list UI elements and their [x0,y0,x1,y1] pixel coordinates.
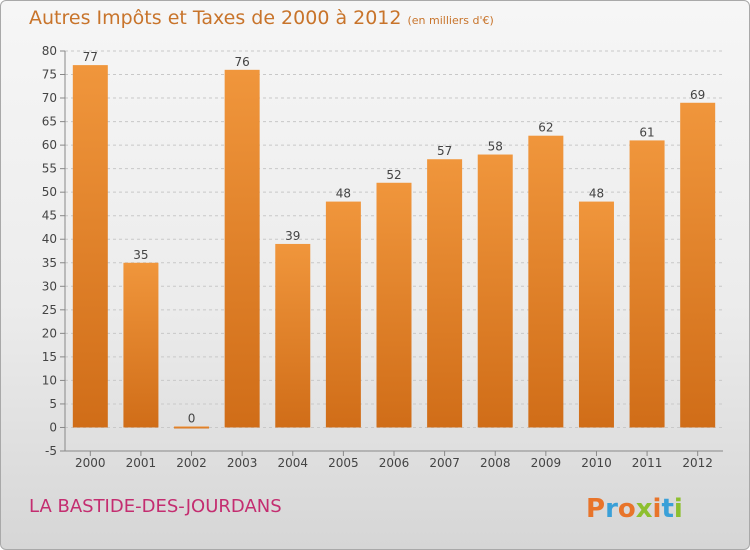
logo-letter: i [653,494,662,523]
chart-title-text: Autres Impôts et Taxes de 2000 à 2012 [29,7,402,29]
x-tick-label: 2008 [480,456,511,470]
y-tick-label: 40 [42,232,57,246]
bar [224,69,260,428]
logo-letter: t [661,494,673,523]
y-tick-label: -5 [45,444,57,458]
data-label: 58 [488,140,503,154]
y-tick-label: 30 [42,279,57,293]
logo-letter: r [605,494,618,523]
data-label: 62 [538,121,553,135]
data-label: 48 [336,187,351,201]
y-tick-label: 0 [49,420,57,434]
bar [427,159,463,428]
y-tick-label: 55 [42,162,57,176]
logo-letter: i [674,494,683,523]
bar [578,201,614,428]
x-tick-label: 2007 [429,456,460,470]
bar [72,65,108,428]
data-label: 52 [386,168,401,182]
y-tick-label: 35 [42,256,57,270]
data-label: 57 [437,144,452,158]
y-tick-label: 20 [42,326,57,340]
chart-unit: (en milliers d'€) [407,14,494,27]
bar [680,102,716,428]
x-tick-label: 2012 [682,456,713,470]
logo-letter: o [618,494,636,523]
data-label: 69 [690,88,705,102]
x-tick-label: 2000 [75,456,106,470]
bar [528,135,564,428]
data-label: 76 [235,55,250,69]
x-tick-label: 2006 [379,456,410,470]
logo-letter: x [636,494,653,523]
y-tick-label: 70 [42,91,57,105]
x-tick-label: 2005 [328,456,359,470]
x-tick-label: 2003 [227,456,258,470]
bar [174,426,210,429]
data-label: 0 [188,411,196,425]
y-tick-label: 50 [42,185,57,199]
place-name: LA BASTIDE-DES-JOURDANS [29,496,282,517]
y-tick-label: 25 [42,303,57,317]
data-label: 61 [639,125,654,139]
x-tick-label: 2004 [277,456,308,470]
bar [376,182,412,428]
y-tick-label: 60 [42,138,57,152]
y-tick-label: 75 [42,68,57,82]
y-tick-label: 80 [42,44,57,58]
bar [275,243,311,428]
bar [123,262,159,428]
x-tick-label: 2009 [531,456,562,470]
data-label: 77 [83,50,98,64]
data-label: 35 [133,248,148,262]
data-label: 39 [285,229,300,243]
bar [477,154,513,428]
bar [629,140,665,428]
x-tick-label: 2010 [581,456,612,470]
data-label: 48 [589,187,604,201]
x-tick-label: 2011 [632,456,663,470]
axes: -5 0 5 10 15 20 25 30 35 40 45 50 55 60 65 70 75 80 2000 20… [42,44,723,470]
y-tick-label: 5 [49,397,57,411]
x-tick-label: 2001 [126,456,157,470]
y-tick-label: 65 [42,115,57,129]
bar [325,201,361,428]
y-tick-label: 45 [42,209,57,223]
proxiti-logo[interactable]: Proxiti [586,491,691,523]
logo-letter: P [586,494,605,523]
y-tick-label: 10 [42,373,57,387]
chart-title: Autres Impôts et Taxes de 2000 à 2012 (en… [29,7,494,29]
bars: 77 35 0 76 39 48 52 57 58 62 48 61 69 [72,50,716,429]
x-tick-label: 2002 [176,456,207,470]
y-tick-label: 15 [42,350,57,364]
svg-text:Proxiti: Proxiti [586,494,683,523]
